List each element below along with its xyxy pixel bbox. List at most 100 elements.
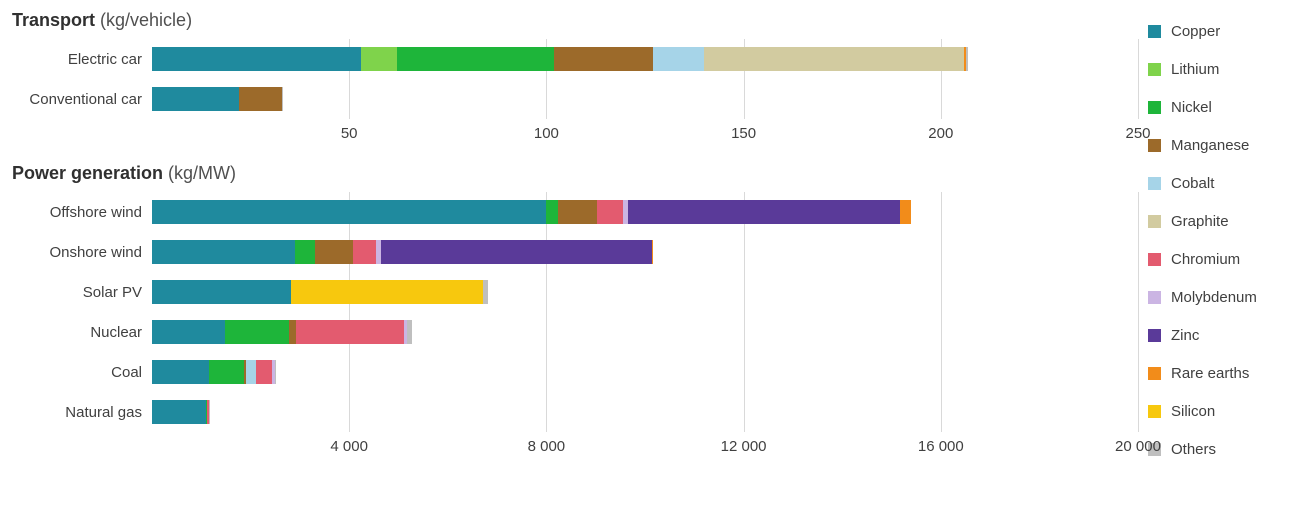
legend-item: Rare earths <box>1148 354 1298 392</box>
bar-plot <box>152 192 1138 232</box>
legend-label: Cobalt <box>1171 175 1214 192</box>
segment-chromium <box>353 240 376 264</box>
segment-lithium <box>361 47 396 71</box>
legend-label: Silicon <box>1171 403 1215 420</box>
segment-zinc <box>381 240 652 264</box>
segment-copper <box>152 280 291 304</box>
segment-copper <box>152 240 295 264</box>
segment-nickel <box>295 240 315 264</box>
legend-item: Nickel <box>1148 88 1298 126</box>
bar-plot <box>152 232 1138 272</box>
plot-area: Offshore wind Onshore wind Solar PV Nuclear… <box>12 192 1138 432</box>
legend-item: Copper <box>1148 12 1298 50</box>
chart-title-bold: Power generation <box>12 163 163 183</box>
legend-item: Cobalt <box>1148 164 1298 202</box>
segment-zinc <box>628 200 899 224</box>
segment-others <box>483 280 488 304</box>
legend-item: Manganese <box>1148 126 1298 164</box>
legend-swatch <box>1148 25 1161 38</box>
row-label: Nuclear <box>12 324 152 341</box>
bar-plot <box>152 272 1138 312</box>
legend-label: Graphite <box>1171 213 1229 230</box>
legend-label: Others <box>1171 441 1216 458</box>
segment-manganese <box>554 47 653 71</box>
axis-tick: 50 <box>341 125 358 142</box>
axis-tick: 250 <box>1125 125 1150 142</box>
legend-label: Zinc <box>1171 327 1199 344</box>
legend-swatch <box>1148 253 1161 266</box>
legend-swatch <box>1148 215 1161 228</box>
chart-block: Transport (kg/vehicle)Electric carConven… <box>12 10 1138 145</box>
segment-copper <box>152 200 546 224</box>
bar-stack <box>152 360 276 384</box>
bar-stack <box>152 240 653 264</box>
legend-item: Graphite <box>1148 202 1298 240</box>
legend-swatch <box>1148 405 1161 418</box>
chart-title-bold: Transport <box>12 10 95 30</box>
segment-others <box>407 320 412 344</box>
legend-label: Lithium <box>1171 61 1219 78</box>
row-label: Offshore wind <box>12 204 152 221</box>
segment-copper <box>152 320 225 344</box>
bar-row: Onshore wind <box>12 232 1138 272</box>
segment-graphite <box>704 47 964 71</box>
legend-item: Others <box>1148 430 1298 468</box>
row-label: Coal <box>12 364 152 381</box>
segment-others <box>966 47 967 71</box>
legend-swatch <box>1148 291 1161 304</box>
segment-cobalt <box>246 360 256 384</box>
segment-nickel <box>225 320 289 344</box>
segment-nickel <box>209 360 245 384</box>
legend-label: Manganese <box>1171 137 1249 154</box>
legend-item: Zinc <box>1148 316 1298 354</box>
charts-area: Transport (kg/vehicle)Electric carConven… <box>12 10 1138 520</box>
segment-manganese <box>239 87 282 111</box>
bar-row: Solar PV <box>12 272 1138 312</box>
row-label: Electric car <box>12 51 152 68</box>
row-label: Onshore wind <box>12 244 152 261</box>
bar-row: Natural gas <box>12 392 1138 432</box>
legend-swatch <box>1148 101 1161 114</box>
axis-tick: 16 000 <box>918 438 964 455</box>
segment-copper <box>152 47 361 71</box>
legend-swatch <box>1148 177 1161 190</box>
legend-swatch <box>1148 329 1161 342</box>
segment-manganese <box>289 320 296 344</box>
bars-container: Electric carConventional car <box>12 39 1138 119</box>
axis-tick: 100 <box>534 125 559 142</box>
axis-tick: 12 000 <box>721 438 767 455</box>
legend-label: Molybdenum <box>1171 289 1257 306</box>
segment-copper <box>152 400 206 424</box>
bar-stack <box>152 200 911 224</box>
chart-block: Power generation (kg/MW) Offshore wind Ons… <box>12 163 1138 458</box>
segment-chromium <box>256 360 271 384</box>
legend-area: Copper Lithium Nickel Manganese Cobalt Graphi… <box>1138 10 1298 520</box>
legend-swatch <box>1148 367 1161 380</box>
bar-row: Coal <box>12 352 1138 392</box>
chart-title-unit: (kg/MW) <box>168 163 236 183</box>
axis-tick: 8 000 <box>528 438 566 455</box>
bar-stack <box>152 320 412 344</box>
x-axis: 50100150200250 <box>152 119 1138 145</box>
bar-row: Offshore wind <box>12 192 1138 232</box>
plot-area: Electric carConventional car <box>12 39 1138 119</box>
bar-plot <box>152 79 1138 119</box>
segment-others <box>282 87 283 111</box>
segment-silicon <box>291 280 483 304</box>
segment-nickel <box>546 200 558 224</box>
bar-plot <box>152 312 1138 352</box>
legend-label: Copper <box>1171 23 1220 40</box>
axis-tick: 20 000 <box>1115 438 1161 455</box>
legend-label: Nickel <box>1171 99 1212 116</box>
bar-stack <box>152 47 968 71</box>
axis-tick: 200 <box>928 125 953 142</box>
segment-cobalt <box>653 47 704 71</box>
row-label: Natural gas <box>12 404 152 421</box>
segment-rare-earths <box>900 200 912 224</box>
x-axis: 4 0008 00012 00016 00020 000 <box>152 432 1138 458</box>
bar-row: Electric car <box>12 39 1138 79</box>
legend-item: Lithium <box>1148 50 1298 88</box>
segment-rare-earths <box>652 240 653 264</box>
axis-tick: 150 <box>731 125 756 142</box>
axis-tick: 4 000 <box>330 438 368 455</box>
